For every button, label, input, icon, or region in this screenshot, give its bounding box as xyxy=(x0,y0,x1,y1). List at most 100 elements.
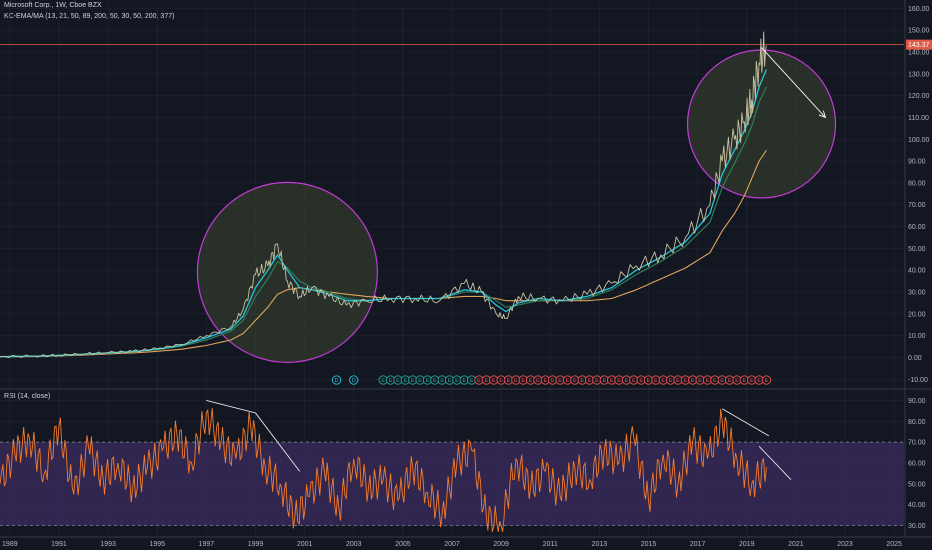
rsi-axis-tick-label: 70.00 xyxy=(908,440,926,447)
event-marker-label: E xyxy=(728,378,732,384)
event-marker-label: E xyxy=(617,378,621,384)
event-marker-label: E xyxy=(580,378,584,384)
event-marker-label: E xyxy=(610,378,614,384)
time-axis-tick-label: 1995 xyxy=(149,541,165,548)
last-price-badge xyxy=(906,39,932,50)
event-marker-label: E xyxy=(647,378,651,384)
event-marker-label: E xyxy=(485,378,489,384)
time-axis-tick-label: 2003 xyxy=(346,541,362,548)
event-marker-label: D xyxy=(335,378,339,384)
event-marker-label: E xyxy=(706,378,710,384)
time-axis-tick-label: 2005 xyxy=(395,541,411,548)
event-marker-label: E xyxy=(477,378,481,384)
event-marker-label: E xyxy=(720,378,724,384)
time-axis-tick-label: 2015 xyxy=(641,541,657,548)
event-marker-label: E xyxy=(676,378,680,384)
rsi-trendline[interactable] xyxy=(721,408,770,437)
time-axis-tick-label: 2021 xyxy=(788,541,804,548)
event-marker-label: E xyxy=(639,378,643,384)
price-axis-tick-label: 160.00 xyxy=(908,6,930,13)
event-marker[interactable] xyxy=(761,375,772,385)
event-marker-label: E xyxy=(381,378,385,384)
price-axis-tick-label: 150.00 xyxy=(908,28,930,35)
price-axis-tick-label: 20.00 xyxy=(908,311,926,318)
event-marker-label: E xyxy=(529,378,533,384)
annotation-circle[interactable] xyxy=(196,181,379,363)
rsi-line xyxy=(0,407,767,532)
event-marker-label: E xyxy=(492,378,496,384)
time-axis-tick-label: 2011 xyxy=(543,541,558,548)
rsi-trendline[interactable] xyxy=(758,446,792,480)
time-axis-tick-label: 2025 xyxy=(886,541,902,548)
rsi-axis-tick-label: 80.00 xyxy=(908,419,926,426)
event-marker-label: E xyxy=(396,378,400,384)
time-axis-tick-label: 2017 xyxy=(690,541,706,548)
series-line-ema_mid xyxy=(0,86,767,358)
price-axis-tick-label: 60.00 xyxy=(908,224,926,231)
event-marker-label: E xyxy=(507,378,511,384)
time-axis-tick-label: 1993 xyxy=(100,541,116,548)
time-axis-tick-label: 2007 xyxy=(444,541,460,548)
event-marker-label: E xyxy=(551,378,555,384)
event-marker-label: D xyxy=(352,378,356,384)
rsi-trendline[interactable] xyxy=(206,399,256,414)
rsi-trendline[interactable] xyxy=(255,412,301,472)
time-axis-tick-label: 1991 xyxy=(51,541,67,548)
event-marker-label: E xyxy=(389,378,393,384)
event-marker-label: E xyxy=(661,378,665,384)
time-axis-tick-label: 2001 xyxy=(297,541,313,548)
rsi-axis-tick-label: 30.00 xyxy=(908,523,926,530)
event-marker-label: E xyxy=(765,378,769,384)
symbol-title: Microsoft Corp., 1W, Cboe BZX xyxy=(4,2,102,9)
event-marker-label: E xyxy=(499,378,503,384)
event-marker[interactable] xyxy=(331,375,342,385)
event-marker-label: E xyxy=(698,378,702,384)
last-price-label: 143.37 xyxy=(908,42,930,49)
event-marker-label: E xyxy=(566,378,570,384)
event-marker-label: E xyxy=(448,378,452,384)
event-marker-label: E xyxy=(632,378,636,384)
time-axis-tick-label: 2019 xyxy=(739,541,755,548)
event-marker-label: E xyxy=(455,378,459,384)
price-axis-tick-label: 100.00 xyxy=(908,137,930,144)
time-axis-tick-label: 1997 xyxy=(199,541,215,548)
event-marker-label: E xyxy=(558,378,562,384)
indicator-legend[interactable]: KC-EMA/MA (13, 21, 50, 89, 200, 50, 30, … xyxy=(4,13,175,20)
event-marker-label: E xyxy=(411,378,415,384)
annotation-arrow[interactable] xyxy=(761,47,826,118)
event-marker-label: E xyxy=(691,378,695,384)
event-marker-label: E xyxy=(403,378,407,384)
event-marker-label: E xyxy=(669,378,673,384)
time-axis-tick-label: 2023 xyxy=(837,541,853,548)
event-marker-label: E xyxy=(514,378,518,384)
rsi-axis-tick-label: 50.00 xyxy=(908,481,926,488)
rsi-axis-tick-label: 90.00 xyxy=(908,398,926,405)
event-marker-label: E xyxy=(654,378,658,384)
price-axis-tick-label: 80.00 xyxy=(908,180,926,187)
price-axis-tick-label: 50.00 xyxy=(908,246,926,253)
annotation-arrow-head xyxy=(818,110,827,119)
rsi-axis-tick-label: 60.00 xyxy=(908,461,926,468)
price-axis-tick-label: 30.00 xyxy=(908,290,926,297)
event-marker-label: E xyxy=(418,378,422,384)
event-marker-label: E xyxy=(713,378,717,384)
rsi-panel xyxy=(0,399,904,532)
event-marker-label: E xyxy=(433,378,437,384)
event-marker-label: E xyxy=(735,378,739,384)
event-marker[interactable] xyxy=(349,375,359,385)
rsi-legend[interactable]: RSI (14, close) xyxy=(4,393,51,400)
event-marker-label: E xyxy=(757,378,761,384)
event-marker-label: E xyxy=(750,378,754,384)
event-marker-label: E xyxy=(742,378,746,384)
price-axis-tick-label: 0.00 xyxy=(908,355,922,362)
event-marker-label: E xyxy=(602,378,606,384)
event-marker-label: E xyxy=(573,378,577,384)
price-axis-tick-label: -10.00 xyxy=(908,377,928,384)
time-axis-tick-label: 2013 xyxy=(592,541,608,548)
event-marker-label: E xyxy=(625,378,629,384)
price-axis-tick-label: 120.00 xyxy=(908,93,930,100)
price-axis-tick-label: 70.00 xyxy=(908,202,926,209)
